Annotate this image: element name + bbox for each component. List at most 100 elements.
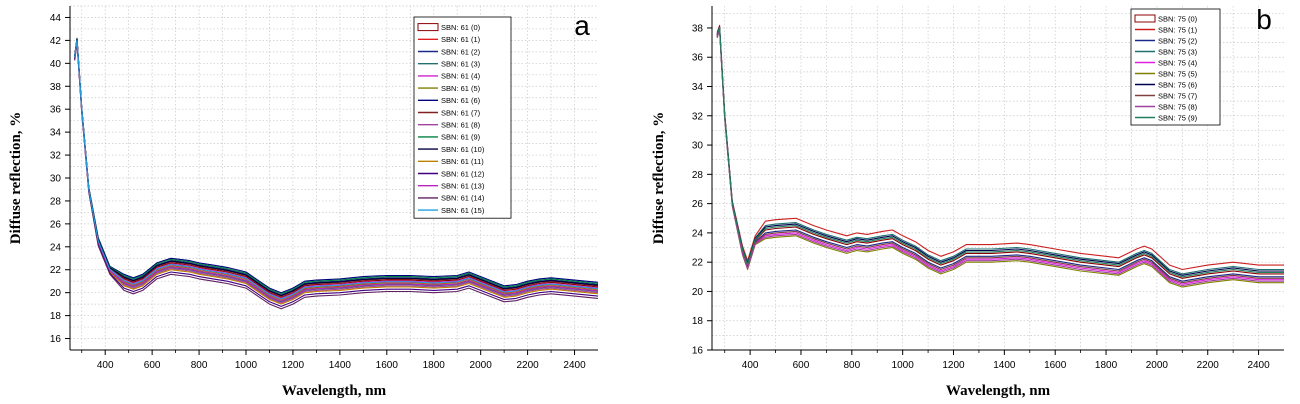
y-tick-label: 28 [692, 170, 704, 181]
y-tick-label: 22 [50, 265, 62, 276]
legend-label: SBN: 61 (15) [441, 206, 485, 215]
legend-label: SBN: 61 (2) [441, 47, 481, 56]
x-tick-label: 2400 [1247, 360, 1270, 371]
x-axis-label: Wavelength, nm [282, 383, 387, 399]
y-tick-label: 34 [692, 82, 704, 93]
series-line-6 [716, 26, 1284, 276]
legend-label: SBN: 75 (5) [1158, 69, 1198, 78]
x-tick-label: 1800 [1095, 360, 1118, 371]
series-line-11 [74, 41, 599, 305]
series-line-6 [74, 37, 599, 294]
y-tick-label: 28 [50, 196, 62, 207]
series-line-0 [716, 27, 1284, 279]
legend-swatch [1134, 14, 1156, 23]
legend-label: SBN: 61 (1) [441, 35, 481, 44]
series-line-9 [74, 38, 599, 295]
legend-label: SBN: 75 (6) [1158, 80, 1198, 89]
series-line-4 [716, 29, 1284, 285]
legend-label: SBN: 61 (11) [441, 157, 484, 166]
legend-label: SBN: 75 (3) [1158, 47, 1198, 56]
y-tick-label: 32 [50, 151, 62, 162]
y-tick-label: 16 [692, 346, 704, 357]
x-tick-label: 800 [843, 360, 860, 371]
y-tick-label: 36 [50, 105, 62, 116]
y-tick-label: 24 [50, 242, 62, 253]
series-line-8 [716, 29, 1284, 287]
y-tick-label: 18 [692, 316, 704, 327]
legend-box [1130, 8, 1221, 126]
x-tick-label: 2400 [563, 360, 586, 371]
legend-label: SBN: 75 (9) [1158, 113, 1198, 122]
x-axis-label: Wavelength, nm [946, 383, 1051, 399]
y-tick-label: 24 [692, 228, 704, 239]
legend-label: SBN: 61 (9) [441, 133, 481, 142]
series-line-0 [74, 39, 599, 298]
legend-label: SBN: 75 (4) [1158, 58, 1198, 67]
series-line-8 [74, 40, 599, 304]
legend-box [413, 16, 512, 219]
y-tick-label: 44 [50, 13, 62, 24]
x-tick-label: 1000 [235, 360, 258, 371]
y-tick-label: 18 [50, 311, 62, 322]
series-line-9 [716, 26, 1284, 278]
y-tick-label: 30 [50, 174, 62, 185]
x-tick-label: 1000 [892, 360, 915, 371]
legend-label: SBN: 75 (8) [1158, 102, 1198, 111]
chart-panel-a: 400 600 800 1000 1200 1400 1600 1800 2000 2200 240… [8, 5, 599, 399]
y-tick-label: 30 [692, 141, 704, 152]
legend: SBN: 75 (0) SBN: 75 (1) SBN: 75 (2) SBN: 75… [1130, 8, 1221, 126]
x-tick-label: 1200 [942, 360, 965, 371]
legend-label: SBN: 75 (7) [1158, 91, 1198, 100]
y-tick-label: 34 [50, 128, 62, 139]
series-line-7 [716, 28, 1284, 284]
series-line-12 [74, 41, 599, 307]
legend-label: SBN: 75 (0) [1158, 14, 1198, 23]
x-tick-label: 1600 [376, 360, 399, 371]
legend-label: SBN: 61 (6) [441, 96, 481, 105]
x-tick-label: 800 [191, 360, 208, 371]
series-lines [716, 24, 1284, 288]
series-line-14 [74, 42, 599, 310]
x-tick-label: 600 [144, 360, 161, 371]
x-tick-label: 2200 [1197, 360, 1220, 371]
series-line-2 [716, 28, 1284, 282]
panel-letter: a [574, 10, 590, 41]
series-line-5 [74, 40, 599, 302]
legend-label: SBN: 61 (8) [441, 121, 481, 130]
y-tick-label: 32 [692, 111, 704, 122]
x-tick-label: 2200 [516, 360, 539, 371]
legend-label: SBN: 75 (2) [1158, 36, 1198, 45]
series-line-15 [74, 39, 599, 300]
y-tick-label: 22 [692, 258, 704, 269]
x-tick-label: 1400 [329, 360, 352, 371]
x-tick-label: 1800 [423, 360, 446, 371]
y-tick-label: 26 [50, 219, 62, 230]
legend-label: SBN: 61 (0) [441, 23, 481, 32]
legend-label: SBN: 61 (12) [441, 169, 485, 178]
x-tick-label: 1600 [1044, 360, 1067, 371]
legend-label: SBN: 61 (10) [441, 145, 485, 154]
x-tick-label: 600 [793, 360, 810, 371]
series-lines [74, 37, 599, 310]
y-tick-label: 20 [50, 288, 62, 299]
y-axis-label: Diffuse reflection, % [8, 112, 24, 245]
x-tick-label: 2000 [1146, 360, 1169, 371]
panel-letter: b [1256, 4, 1272, 35]
x-tick-label: 400 [97, 360, 114, 371]
x-tick-label: 2000 [470, 360, 493, 371]
y-tick-label: 16 [50, 334, 62, 345]
legend-label: SBN: 61 (13) [441, 182, 485, 191]
legend-label: SBN: 61 (7) [441, 108, 481, 117]
x-tick-label: 1400 [993, 360, 1016, 371]
y-tick-label: 26 [692, 199, 704, 210]
x-tick-label: 400 [742, 360, 759, 371]
y-tick-label: 42 [50, 36, 62, 47]
legend-swatch [417, 23, 439, 32]
y-axis-label: Diffuse reflection, % [651, 112, 667, 245]
y-tick-label: 40 [50, 59, 62, 70]
legend-label: SBN: 75 (1) [1158, 25, 1198, 34]
y-tick-label: 20 [692, 287, 704, 298]
legend-label: SBN: 61 (14) [441, 194, 485, 203]
legend: SBN: 61 (0) SBN: 61 (1) SBN: 61 (2) SBN: 61… [413, 16, 512, 219]
